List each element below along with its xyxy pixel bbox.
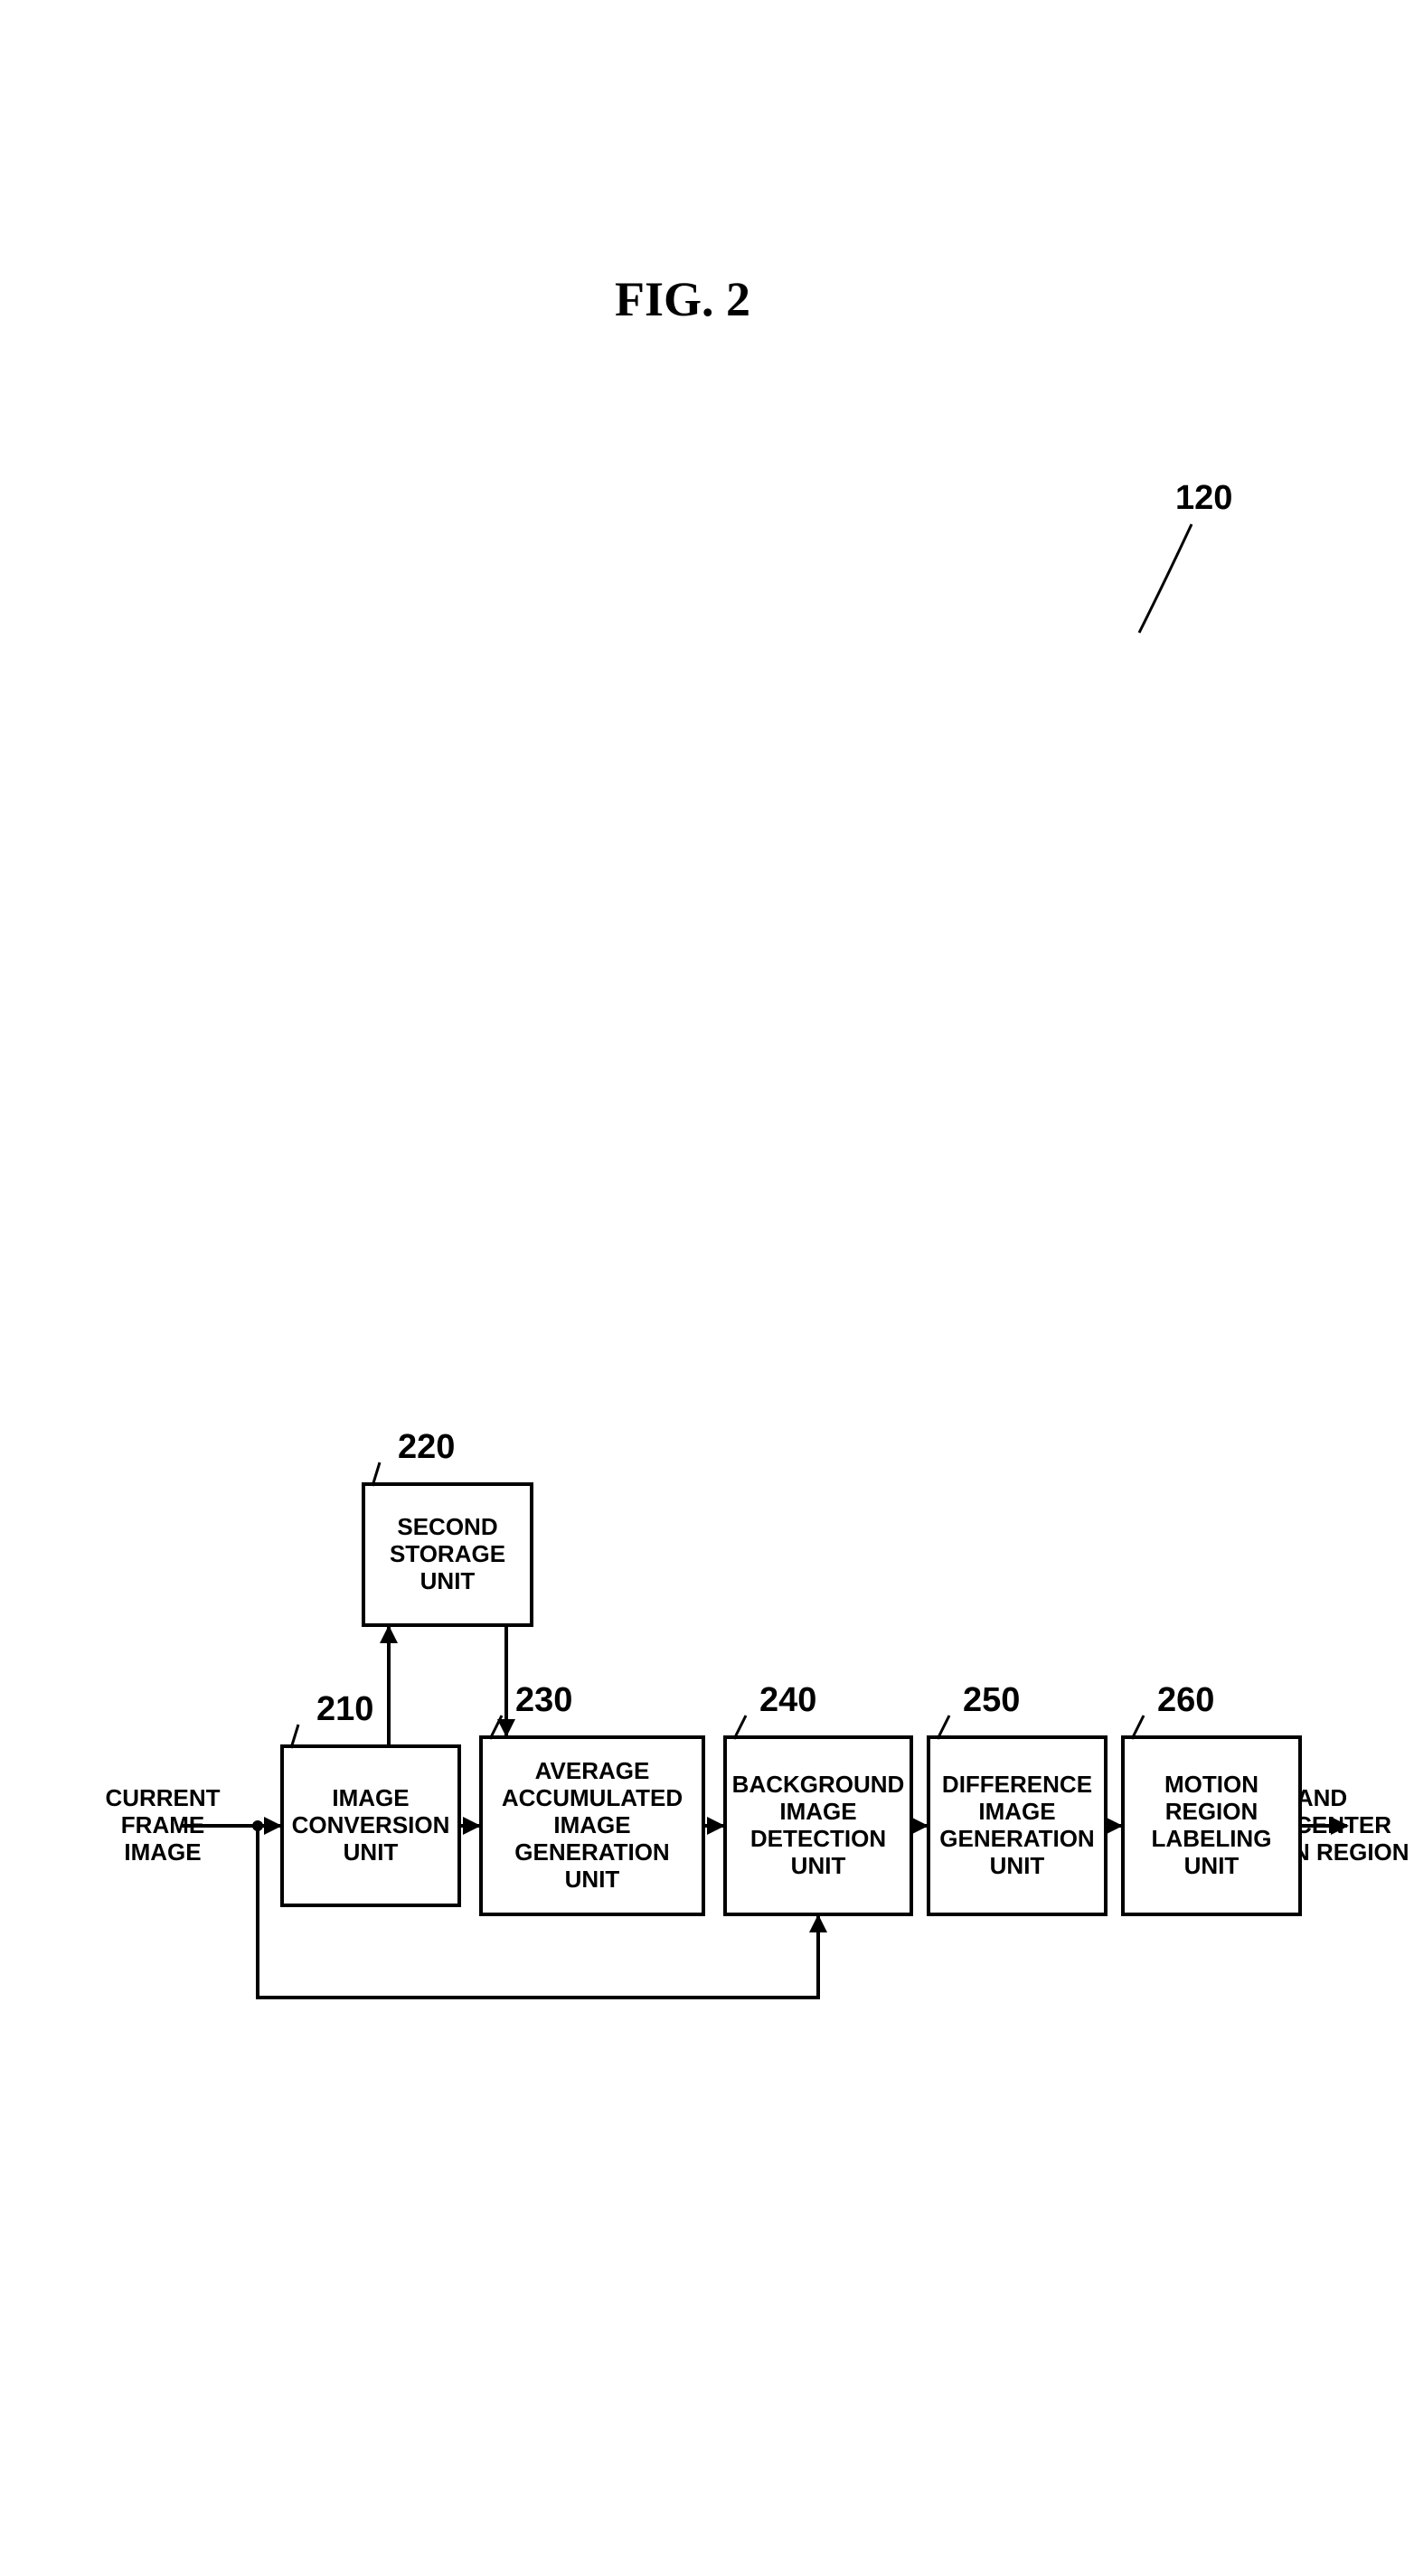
ref-240: 240 <box>759 1681 816 1720</box>
box-label: DIFFERENCEIMAGEGENERATIONUNIT <box>939 1772 1094 1880</box>
box-difference-image-generation-unit: DIFFERENCEIMAGEGENERATIONUNIT <box>927 1735 1108 1916</box>
box-second-storage-unit: SECONDSTORAGEUNIT <box>362 1482 533 1627</box>
box-average-accumulated-image-generation-unit: AVERAGEACCUMULATEDIMAGE GENERATIONUNIT <box>479 1735 705 1916</box>
box-label: MOTIONREGIONLABELINGUNIT <box>1152 1772 1272 1880</box>
box-background-image-detection-unit: BACKGROUNDIMAGEDETECTIONUNIT <box>723 1735 913 1916</box>
box-label: BACKGROUNDIMAGEDETECTIONUNIT <box>732 1772 905 1880</box>
ref-220: 220 <box>398 1428 455 1467</box>
ref-230: 230 <box>515 1681 572 1720</box>
ref-260: 260 <box>1157 1681 1214 1720</box>
connections-overlay <box>0 0 1414 2576</box>
input-label: CURRENTFRAMEIMAGE <box>90 1785 235 1866</box>
box-label: AVERAGEACCUMULATEDIMAGE GENERATIONUNIT <box>488 1758 696 1893</box>
ref-250: 250 <box>963 1681 1020 1720</box>
box-image-conversion-unit: IMAGECONVERSIONUNIT <box>280 1744 461 1907</box>
page: FIG. 2 120 CURRENTFRAMEIMAGE SIZE ANDWEI… <box>0 0 1414 2576</box>
ref-210: 210 <box>316 1690 373 1729</box>
box-motion-region-labeling-unit: MOTIONREGIONLABELINGUNIT <box>1121 1735 1302 1916</box>
figure-title: FIG. 2 <box>615 271 750 327</box>
box-label: SECONDSTORAGEUNIT <box>390 1514 505 1595</box>
system-ref-number: 120 <box>1175 479 1232 518</box>
box-label: IMAGECONVERSIONUNIT <box>292 1785 450 1866</box>
